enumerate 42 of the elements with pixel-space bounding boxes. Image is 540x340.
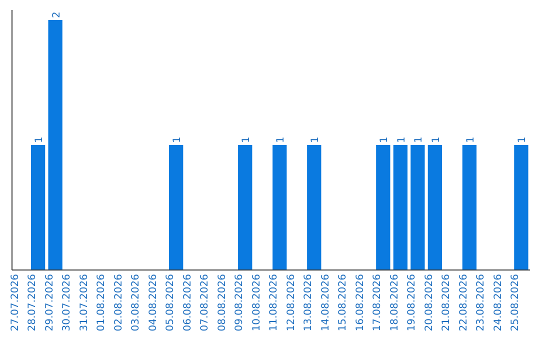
x-tick-label: 27.07.2026: [10, 274, 21, 332]
x-tick-label: 22.08.2026: [458, 274, 470, 332]
x-tick-label: 25.08.2026: [510, 274, 522, 332]
x-tick-label: 24.08.2026: [492, 274, 504, 332]
x-tick-label: 13.08.2026: [303, 274, 314, 332]
data-label: 1: [517, 136, 528, 143]
x-tick-label: 08.08.2026: [216, 274, 228, 332]
x-tick-label: 10.08.2026: [251, 274, 262, 332]
x-tick-label: 19.08.2026: [406, 274, 418, 332]
x-tick-label: 05.08.2026: [165, 274, 176, 332]
data-label: 1: [379, 136, 390, 143]
x-tick-label: 21.08.2026: [441, 274, 452, 332]
x-tick-label: 31.07.2026: [78, 274, 90, 332]
x-tick-label: 03.08.2026: [130, 274, 142, 332]
x-tick-label: 06.08.2026: [182, 274, 194, 332]
data-label: 1: [396, 136, 408, 143]
x-tick-label: 20.08.2026: [424, 274, 435, 332]
x-tick-label: 23.08.2026: [476, 274, 487, 332]
x-tick-label: 29.07.2026: [44, 274, 56, 332]
data-label: 1: [276, 136, 287, 143]
x-tick-label: 28.07.2026: [27, 274, 38, 332]
data-label: 1: [241, 136, 252, 143]
x-tick-label: 11.08.2026: [268, 274, 280, 332]
x-tick-label: 07.08.2026: [200, 274, 211, 332]
x-tick-label: 04.08.2026: [148, 274, 159, 332]
x-tick-label: 14.08.2026: [320, 274, 332, 332]
data-label: 1: [465, 136, 476, 143]
x-tick-label: 17.08.2026: [372, 274, 384, 332]
data-label: 1: [430, 136, 442, 143]
data-label: 2: [51, 12, 62, 18]
x-tick-label: 30.07.2026: [62, 274, 73, 332]
x-tick-label: 16.08.2026: [354, 274, 366, 332]
x-tick-label: 18.08.2026: [389, 274, 400, 332]
data-label: 1: [310, 136, 322, 143]
data-label: 1: [172, 136, 184, 143]
x-tick-label: 09.08.2026: [234, 274, 246, 332]
x-tick-label: 02.08.2026: [113, 274, 124, 332]
x-tick-label: 01.08.2026: [96, 274, 108, 332]
x-tick-label: 12.08.2026: [286, 274, 297, 332]
data-label: 1: [414, 136, 425, 143]
x-tick-label: 15.08.2026: [338, 274, 349, 332]
data-label: 1: [34, 136, 46, 143]
